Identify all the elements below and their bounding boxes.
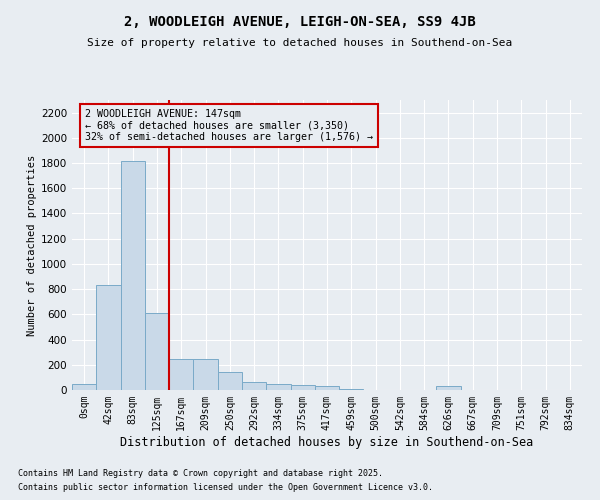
X-axis label: Distribution of detached houses by size in Southend-on-Sea: Distribution of detached houses by size …: [121, 436, 533, 448]
Bar: [121, 160, 145, 390]
Bar: [218, 372, 242, 390]
Y-axis label: Number of detached properties: Number of detached properties: [27, 154, 37, 336]
Bar: [193, 359, 218, 390]
Bar: [72, 384, 96, 390]
Bar: [266, 384, 290, 390]
Text: Contains HM Land Registry data © Crown copyright and database right 2025.: Contains HM Land Registry data © Crown c…: [18, 468, 383, 477]
Bar: [315, 386, 339, 390]
Text: 2, WOODLEIGH AVENUE, LEIGH-ON-SEA, SS9 4JB: 2, WOODLEIGH AVENUE, LEIGH-ON-SEA, SS9 4…: [124, 15, 476, 29]
Text: Size of property relative to detached houses in Southend-on-Sea: Size of property relative to detached ho…: [88, 38, 512, 48]
Bar: [96, 286, 121, 390]
Bar: [290, 385, 315, 390]
Bar: [145, 313, 169, 390]
Bar: [242, 382, 266, 390]
Text: 2 WOODLEIGH AVENUE: 147sqm
← 68% of detached houses are smaller (3,350)
32% of s: 2 WOODLEIGH AVENUE: 147sqm ← 68% of deta…: [85, 109, 373, 142]
Text: Contains public sector information licensed under the Open Government Licence v3: Contains public sector information licen…: [18, 484, 433, 492]
Bar: [169, 359, 193, 390]
Bar: [436, 386, 461, 390]
